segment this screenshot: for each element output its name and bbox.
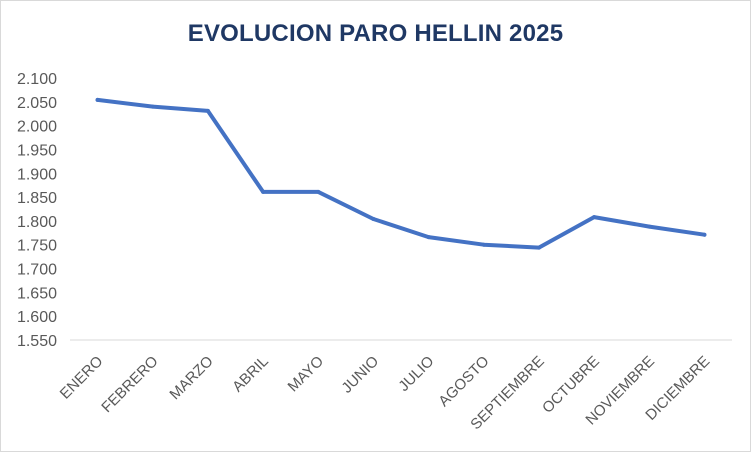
y-tick-label: 1.800 (17, 214, 57, 231)
data-point (261, 189, 266, 194)
y-tick-label: 1.650 (17, 285, 57, 302)
data-point (150, 104, 155, 109)
chart-title: EVOLUCION PARO HELLIN 2025 (187, 20, 564, 47)
data-point (592, 215, 597, 220)
y-tick-label: 2.000 (17, 119, 57, 136)
data-point (647, 224, 652, 229)
data-point (95, 97, 100, 102)
data-point (371, 217, 376, 221)
x-tick-label: JULIO (395, 353, 437, 395)
data-point (702, 232, 707, 237)
y-tick-label: 1.950 (17, 142, 57, 159)
data-point (481, 242, 486, 247)
x-tick-label: ABRIL (229, 353, 272, 396)
y-tick-label: 2.050 (17, 95, 57, 112)
x-tick-label: JUNIO (338, 353, 382, 397)
y-tick-label: 1.600 (17, 309, 57, 326)
y-tick-label: 2.100 (17, 71, 57, 88)
y-tick-label: 1.900 (17, 166, 57, 183)
y-tick-label: 1.850 (17, 190, 57, 207)
data-point (205, 108, 210, 113)
y-tick-label: 1.750 (17, 238, 57, 255)
series-line (95, 97, 707, 250)
y-tick-label: 1.700 (17, 262, 57, 279)
x-tick-label: MAYO (285, 353, 327, 395)
data-point (316, 189, 321, 194)
data-point (536, 245, 541, 250)
x-tick-label: ENERO (57, 353, 107, 403)
x-tick-label: MARZO (166, 353, 216, 403)
y-tick-label: 1.550 (17, 333, 57, 350)
x-tick-label: AGOSTO (435, 353, 492, 410)
data-point (426, 235, 431, 240)
x-tick-label: FEBRERO (98, 353, 161, 416)
